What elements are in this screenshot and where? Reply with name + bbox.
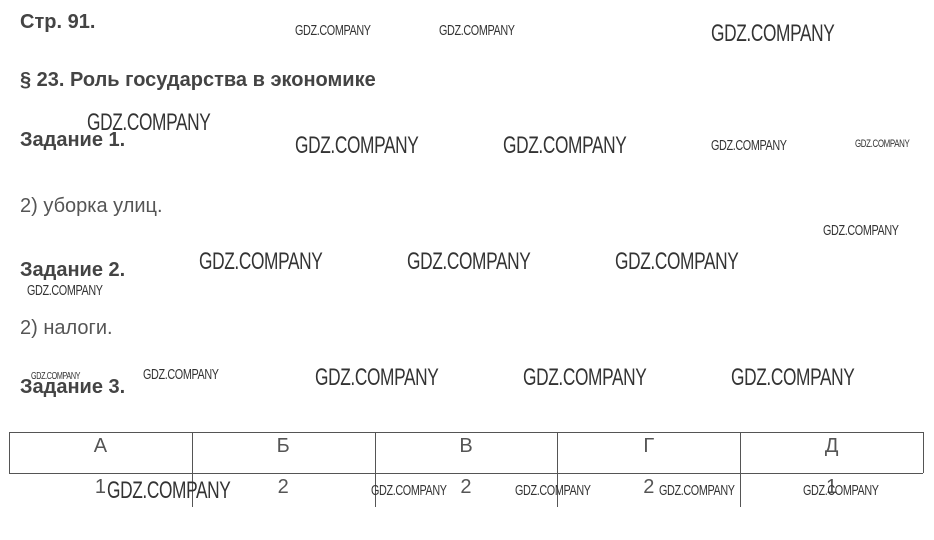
section-title: § 23. Роль государства в экономике [20, 69, 376, 91]
watermark: GDZ.COMPANY [87, 109, 211, 136]
task-title: Задание 3. [20, 376, 126, 398]
table-cell: 2 [643, 476, 655, 498]
watermark: GDZ.COMPANY [615, 248, 739, 275]
task-title: Задание 1. [20, 129, 126, 151]
watermark: GDZ.COMPANY [199, 248, 323, 275]
watermark: GDZ.COMPANY [659, 482, 735, 499]
table-header-cell: Д [824, 435, 839, 457]
watermark: GDZ.COMPANY [371, 482, 447, 499]
task-answer: 2) уборка улиц. [20, 195, 163, 217]
watermark: GDZ.COMPANY [731, 364, 855, 391]
page-number: Стр. 91. [20, 11, 96, 33]
watermark: GDZ.COMPANY [523, 364, 647, 391]
table-header-cell: Г [643, 435, 655, 457]
table-line [375, 432, 376, 507]
table-line [9, 473, 923, 474]
table-cell: 1 [94, 476, 106, 498]
watermark: GDZ.COMPANY [295, 132, 419, 159]
table-header-cell: А [93, 435, 108, 457]
table-line [9, 432, 10, 473]
watermark: GDZ.COMPANY [503, 132, 627, 159]
table-header-cell: Б [276, 435, 290, 457]
watermark: GDZ.COMPANY [711, 137, 787, 154]
task-answer: 2) налоги. [20, 317, 113, 339]
watermark: GDZ.COMPANY [803, 482, 879, 499]
watermark: GDZ.COMPANY [515, 482, 591, 499]
table-cell: 1 [826, 476, 838, 498]
watermark: GDZ.COMPANY [315, 364, 439, 391]
table-line [740, 432, 741, 507]
watermark: GDZ.COMPANY [823, 222, 899, 239]
task-title: Задание 2. [20, 259, 126, 281]
watermark: GDZ.COMPANY [107, 477, 231, 504]
watermark: GDZ.COMPANY [143, 366, 219, 383]
watermark: GDZ.COMPANY [855, 138, 910, 150]
table-line [923, 432, 924, 473]
table-cell: 2 [460, 476, 472, 498]
table-header-cell: В [459, 435, 473, 457]
watermark: GDZ.COMPANY [711, 20, 835, 47]
watermark: GDZ.COMPANY [439, 22, 515, 39]
watermark: GDZ.COMPANY [295, 22, 371, 39]
watermark: GDZ.COMPANY [407, 248, 531, 275]
table-cell: 2 [277, 476, 289, 498]
table-line [9, 432, 923, 433]
watermark: GDZ.COMPANY [31, 371, 81, 382]
watermark: GDZ.COMPANY [27, 282, 103, 299]
table-line [557, 432, 558, 507]
table-line [192, 432, 193, 507]
